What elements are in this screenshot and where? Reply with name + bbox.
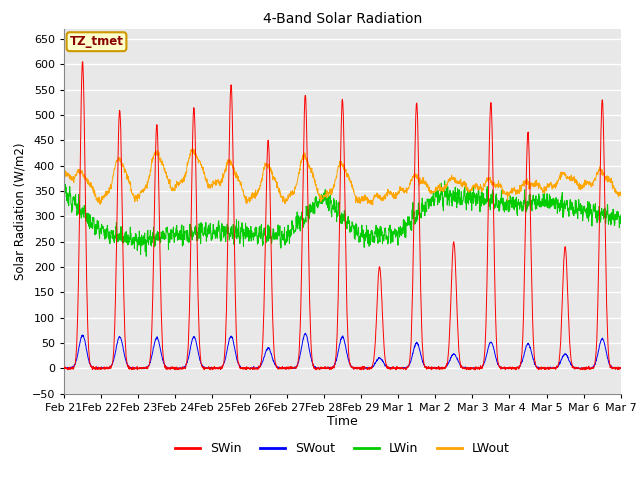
SWin [216, 365, 223, 371]
SWout [584, 365, 591, 371]
LWout [584, 180, 591, 186]
Text: TZ_tmet: TZ_tmet [70, 35, 124, 48]
Legend: SWin, SWout, LWin, LWout: SWin, SWout, LWin, LWout [170, 437, 515, 460]
LWout [617, 191, 625, 197]
SWout [60, 365, 68, 371]
Line: LWout: LWout [64, 148, 621, 205]
LWin [143, 253, 150, 259]
X-axis label: Time: Time [327, 415, 358, 429]
Title: 4-Band Solar Radiation: 4-Band Solar Radiation [263, 12, 422, 26]
SWout [359, 365, 367, 371]
LWin [441, 178, 449, 184]
SWin [617, 365, 625, 371]
LWout [359, 193, 367, 199]
SWin [60, 365, 68, 371]
LWin [584, 199, 591, 204]
LWin [505, 207, 513, 213]
LWout [216, 181, 223, 187]
SWin [505, 366, 513, 372]
LWin [371, 238, 379, 243]
LWin [60, 188, 68, 194]
LWout [60, 171, 68, 177]
Line: SWout: SWout [64, 333, 621, 368]
LWout [189, 145, 196, 151]
LWin [359, 234, 367, 240]
Line: SWin: SWin [64, 62, 621, 370]
LWin [216, 223, 223, 229]
LWout [505, 192, 513, 197]
Y-axis label: Solar Radiation (W/m2): Solar Radiation (W/m2) [13, 143, 26, 280]
SWin [568, 361, 576, 367]
SWin [359, 366, 367, 372]
LWin [568, 207, 576, 213]
SWout [371, 360, 379, 366]
SWout [617, 365, 625, 371]
LWout [568, 178, 576, 184]
LWout [369, 202, 376, 208]
SWin [128, 367, 136, 372]
SWin [79, 59, 86, 65]
Line: LWin: LWin [64, 181, 621, 256]
SWout [504, 365, 512, 371]
SWout [301, 330, 309, 336]
LWout [371, 194, 379, 200]
SWout [216, 365, 223, 371]
SWin [584, 365, 591, 371]
SWin [371, 343, 379, 349]
LWin [617, 212, 625, 218]
SWout [568, 362, 575, 368]
